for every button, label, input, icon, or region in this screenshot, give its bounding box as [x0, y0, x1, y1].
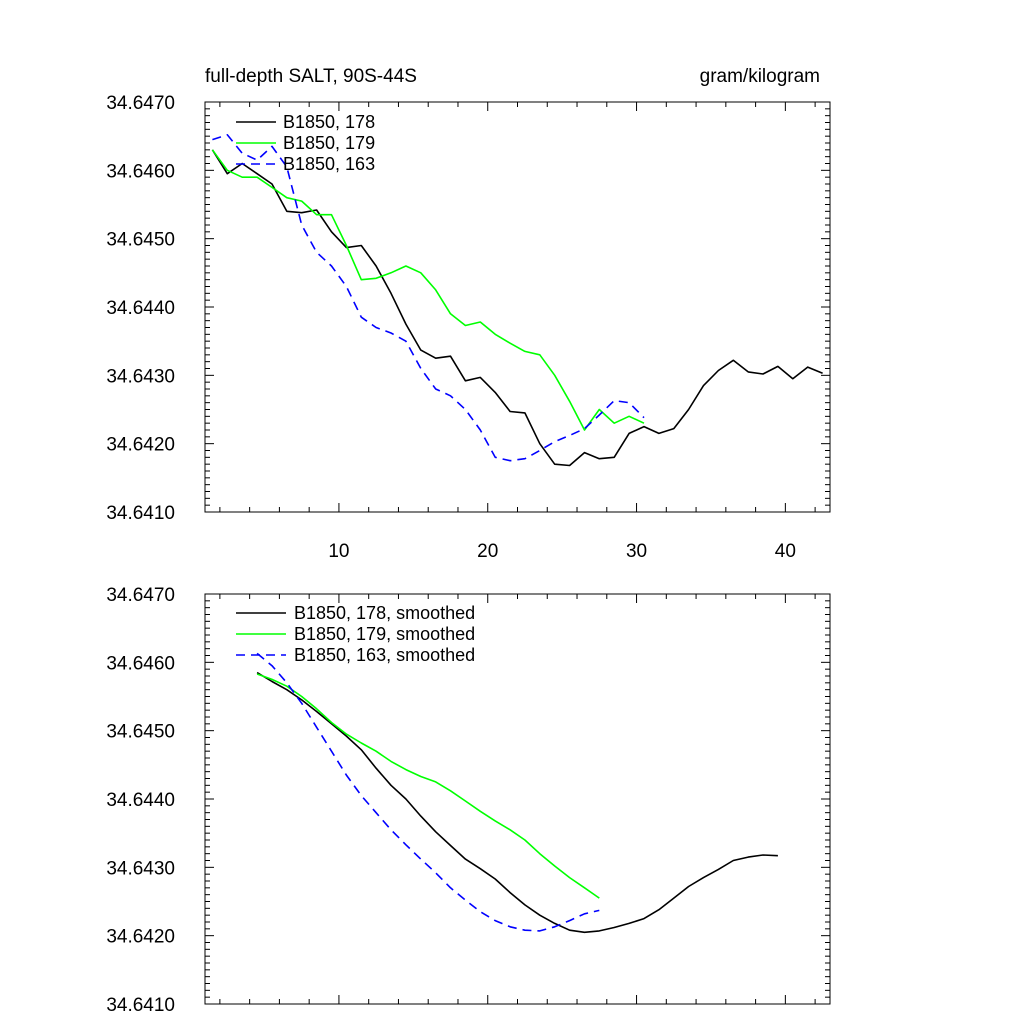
series-line-1 — [256, 671, 778, 934]
top-chart-panel: full-depth SALT, 90S-44S gram/kilogram 3… — [106, 66, 831, 562]
x-tick-label: 40 — [775, 541, 796, 562]
y-tick-label: 34.6470 — [106, 585, 175, 606]
legend-label-1: B1850, 178 — [283, 112, 375, 132]
y-tick-label: 34.6420 — [106, 435, 175, 456]
bottom-chart-panel: 34.6410 34.6420 34.6430 34.6440 34.6450 34.64… — [106, 585, 831, 1016]
x-tick-label: 30 — [626, 541, 647, 562]
y-tick-label: 34.6410 — [106, 995, 175, 1016]
series-line-3 — [256, 652, 600, 932]
y-tick-label: 34.6460 — [106, 161, 175, 182]
legend-label-3: B1850, 163, smoothed — [294, 645, 475, 665]
chart-title-left: full-depth SALT, 90S-44S — [205, 66, 417, 87]
y-tick-label: 34.6430 — [106, 366, 175, 387]
y-tick-label: 34.6450 — [106, 722, 175, 743]
legend-label-2: B1850, 179 — [283, 133, 375, 153]
y-tick-label: 34.6450 — [106, 230, 175, 251]
y-tick-label: 34.6410 — [106, 503, 175, 524]
series-line-1 — [211, 149, 823, 467]
legend-label-3: B1850, 163 — [283, 154, 375, 174]
x-tick-label: 10 — [328, 541, 349, 562]
y-tick-label: 34.6420 — [106, 927, 175, 948]
y-tick-label: 34.6430 — [106, 858, 175, 879]
series-line-2 — [211, 149, 645, 431]
y-tick-label: 34.6440 — [106, 790, 175, 811]
series-line-2 — [256, 673, 600, 899]
legend-label-2: B1850, 179, smoothed — [294, 624, 475, 644]
chart-title-right: gram/kilogram — [700, 66, 820, 87]
series-line-3 — [212, 134, 645, 462]
legend-label-1: B1850, 178, smoothed — [294, 603, 475, 623]
y-tick-label: 34.6440 — [106, 298, 175, 319]
x-tick-label: 20 — [477, 541, 498, 562]
y-tick-label: 34.6460 — [106, 653, 175, 674]
y-tick-label: 34.6470 — [106, 93, 175, 114]
